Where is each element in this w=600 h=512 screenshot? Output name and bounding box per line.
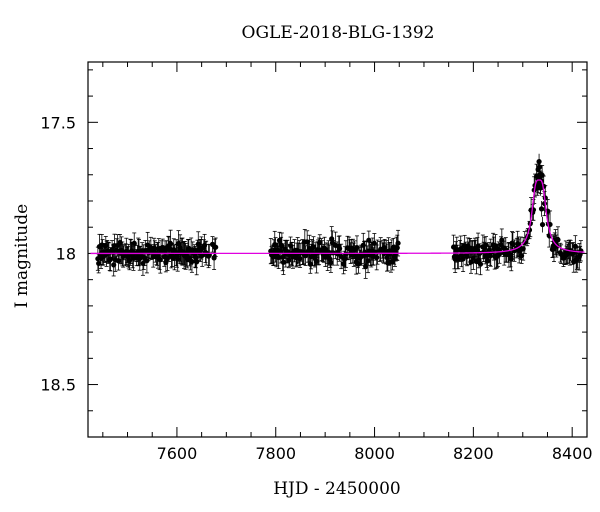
- data-point: [508, 256, 514, 262]
- data-point: [538, 206, 545, 212]
- y-tick-label: 17.5: [40, 113, 76, 132]
- data-point: [537, 185, 544, 191]
- x-tick-label: 8200: [453, 444, 494, 463]
- data-point: [297, 255, 303, 262]
- data-point: [189, 258, 195, 265]
- data-point: [537, 172, 543, 178]
- data-point: [394, 245, 400, 251]
- data-point: [354, 245, 360, 251]
- data-point: [363, 264, 369, 270]
- model-curve: [90, 179, 585, 255]
- data-point: [374, 254, 380, 261]
- chart-title: OGLE-2018-BLG-1392: [242, 23, 435, 43]
- data-point: [131, 240, 137, 246]
- data-point: [572, 243, 578, 249]
- data-point: [280, 259, 287, 265]
- data-point: [371, 240, 377, 246]
- data-point: [279, 243, 285, 249]
- y-tick-label: 18: [56, 244, 76, 263]
- plot-frame: [87, 61, 588, 438]
- data-point: [213, 244, 219, 250]
- x-tick-label: 8400: [552, 444, 593, 463]
- plot-area: 7600 7800 8000 8200 8400 17.5 18 18.5: [40, 61, 593, 463]
- x-tick-label: 7600: [157, 444, 198, 463]
- data-point: [115, 258, 122, 264]
- data-point: [194, 259, 200, 265]
- data-point: [286, 257, 292, 263]
- x-tick-label: 8000: [354, 444, 395, 463]
- data-point: [310, 244, 317, 250]
- data-point: [555, 237, 561, 243]
- data-point: [395, 240, 401, 246]
- data-point: [483, 242, 489, 248]
- data-point: [477, 261, 484, 267]
- data-point: [536, 159, 542, 165]
- data-point: [536, 164, 543, 170]
- x-tick-label: 7800: [255, 444, 296, 463]
- y-axis-label: I magnitude: [12, 204, 32, 308]
- data-point: [496, 246, 502, 252]
- data-point: [342, 256, 348, 262]
- data-point: [302, 253, 309, 259]
- data-point: [539, 221, 546, 228]
- x-axis-label: HJD - 2450000: [273, 479, 401, 499]
- data-point: [328, 259, 334, 266]
- y-tick-label: 18.5: [40, 376, 76, 395]
